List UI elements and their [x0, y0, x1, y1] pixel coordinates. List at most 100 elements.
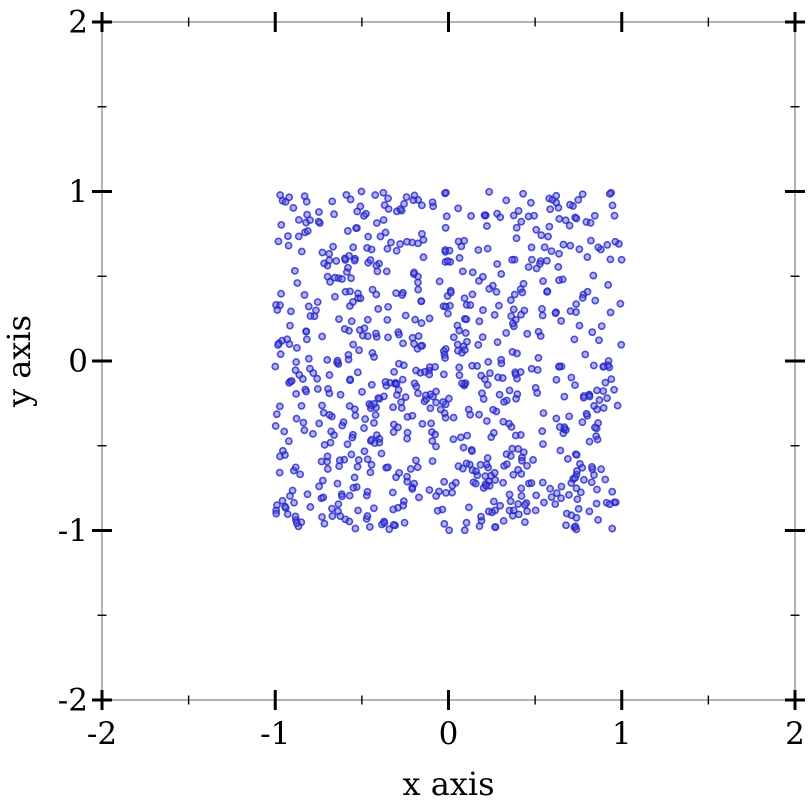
- data-point: [572, 513, 581, 522]
- data-point: [599, 404, 608, 412]
- data-point: [593, 485, 601, 494]
- data-point: [408, 485, 417, 493]
- data-point: [502, 196, 511, 205]
- data-point: [573, 495, 582, 504]
- y-tick-label: -2: [58, 683, 88, 719]
- data-point: [445, 246, 454, 255]
- data-point: [539, 409, 548, 417]
- data-point: [399, 501, 408, 510]
- data-point: [399, 339, 407, 348]
- data-point: [463, 431, 472, 440]
- data-point: [478, 333, 487, 342]
- data-point: [508, 444, 517, 453]
- data-point: [561, 216, 570, 225]
- data-point: [572, 214, 581, 223]
- data-point: [617, 255, 626, 264]
- data-point: [306, 503, 315, 511]
- data-point: [494, 301, 503, 310]
- data-point: [611, 237, 620, 246]
- data-point: [571, 381, 579, 390]
- data-point: [384, 302, 393, 311]
- data-point: [552, 414, 561, 423]
- data-point: [333, 479, 342, 488]
- data-point: [474, 246, 483, 254]
- data-point: [524, 212, 533, 221]
- data-point: [325, 371, 334, 379]
- data-point: [490, 310, 499, 319]
- data-point: [440, 477, 449, 486]
- data-point: [344, 263, 352, 272]
- data-point: [410, 268, 418, 277]
- data-point: [527, 364, 536, 373]
- data-point: [304, 302, 313, 311]
- data-point: [392, 246, 401, 255]
- data-point: [284, 437, 293, 446]
- data-point: [552, 198, 561, 207]
- data-point: [545, 222, 554, 231]
- data-point: [346, 195, 355, 204]
- data-point: [410, 379, 419, 388]
- data-point: [572, 450, 581, 459]
- data-point: [557, 482, 566, 491]
- data-point: [565, 221, 574, 230]
- data-point: [349, 243, 358, 252]
- data-point: [593, 435, 602, 444]
- data-point: [358, 387, 366, 396]
- x-tick-label: 0: [439, 716, 459, 752]
- data-point: [578, 190, 587, 199]
- data-point: [406, 465, 415, 473]
- data-point: [283, 510, 292, 519]
- data-point: [595, 336, 603, 345]
- data-point: [297, 247, 306, 256]
- data-point: [385, 525, 394, 534]
- data-point: [403, 472, 411, 481]
- data-point: [398, 375, 407, 384]
- data-point: [370, 504, 378, 513]
- data-point: [272, 509, 281, 518]
- data-point: [593, 386, 601, 395]
- data-point: [419, 253, 428, 262]
- data-point: [475, 276, 483, 285]
- data-point: [318, 513, 326, 521]
- data-point: [345, 491, 354, 500]
- data-point: [578, 418, 587, 427]
- data-point: [389, 403, 397, 412]
- data-point: [441, 413, 450, 422]
- data-point: [462, 518, 471, 527]
- data-point: [467, 212, 475, 220]
- data-point: [323, 355, 332, 364]
- data-point: [426, 404, 435, 413]
- data-point: [547, 493, 556, 501]
- data-point: [453, 340, 462, 349]
- data-point: [328, 512, 337, 520]
- data-point: [431, 362, 439, 371]
- data-point: [491, 476, 500, 484]
- data-point: [356, 202, 365, 211]
- data-point: [345, 251, 353, 260]
- data-point: [286, 492, 294, 500]
- data-point: [292, 343, 301, 352]
- data-point: [318, 476, 327, 485]
- data-point: [425, 486, 434, 494]
- data-point: [490, 468, 499, 477]
- data-point: [590, 211, 599, 220]
- data-point: [374, 305, 383, 313]
- data-point: [601, 378, 610, 387]
- data-point: [389, 428, 398, 436]
- data-point: [562, 521, 570, 530]
- x-tick-label: 2: [785, 716, 805, 752]
- data-point: [536, 332, 545, 340]
- data-point: [336, 390, 345, 399]
- data-point: [304, 354, 313, 363]
- data-point: [497, 355, 506, 364]
- data-point: [483, 454, 492, 462]
- data-point: [416, 342, 425, 350]
- x-tick-label: 1: [612, 716, 632, 752]
- data-point: [485, 187, 494, 196]
- data-point: [271, 422, 280, 430]
- data-point: [371, 191, 380, 199]
- data-point: [454, 204, 463, 213]
- data-point: [351, 524, 360, 533]
- data-point: [468, 268, 477, 277]
- data-point: [556, 446, 565, 455]
